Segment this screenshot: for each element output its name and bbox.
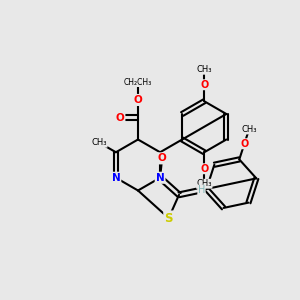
Text: O: O <box>116 113 124 123</box>
Text: O: O <box>134 95 142 105</box>
Text: S: S <box>164 212 173 225</box>
Text: N: N <box>112 173 120 183</box>
Text: O: O <box>240 139 248 149</box>
Text: O: O <box>158 153 167 164</box>
Text: CH₃: CH₃ <box>196 65 212 74</box>
Text: CH₃: CH₃ <box>92 138 107 147</box>
Text: O: O <box>200 164 208 174</box>
Text: CH₃: CH₃ <box>241 125 257 134</box>
Text: CH₂CH₃: CH₂CH₃ <box>124 78 152 87</box>
Text: CH₃: CH₃ <box>196 179 212 188</box>
Text: N: N <box>156 173 164 183</box>
Text: H: H <box>198 185 205 195</box>
Text: O: O <box>200 80 208 90</box>
